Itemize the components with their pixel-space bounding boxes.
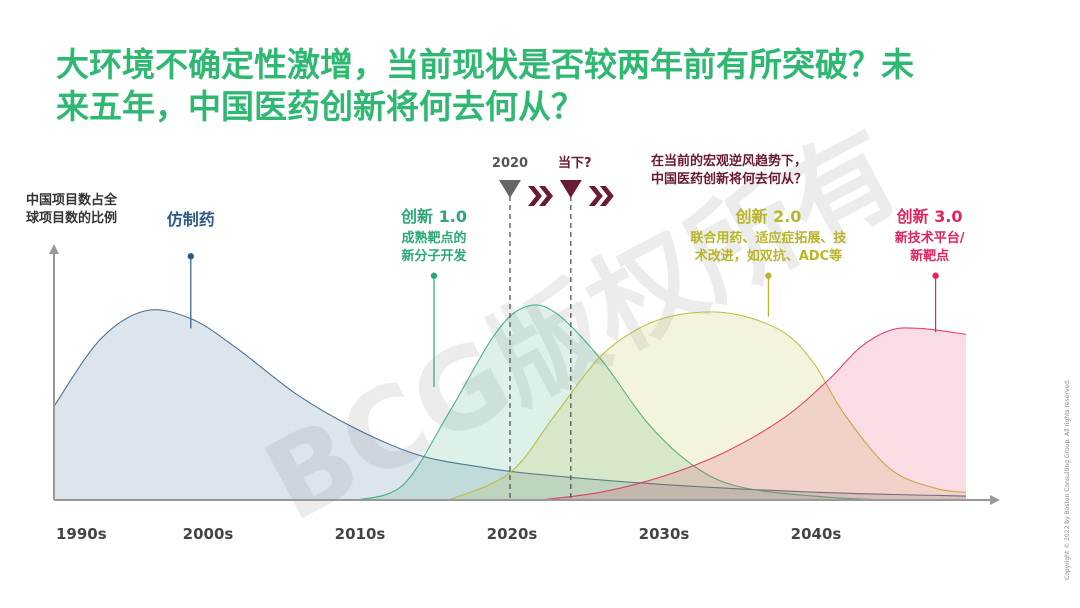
series-line-2 [448, 311, 967, 501]
series-line-1 [357, 304, 967, 501]
pin-dot-3 [932, 272, 939, 279]
series-label-0: 仿制药 [167, 210, 215, 229]
y-axis-label-line-1: 中国项目数占全 [26, 193, 118, 208]
chevron-part-b-0 [539, 186, 553, 206]
marker-triangle-0 [499, 180, 521, 198]
chevron-part-b-1 [599, 186, 614, 206]
pin-dot-1 [430, 272, 438, 279]
pin-dot-0 [187, 253, 194, 260]
series-desc-2-1: 术改进，如双抗、ADC等 [694, 248, 842, 264]
series-area-0 [54, 309, 966, 500]
series-desc-3-0: 新技术平台/ [895, 230, 965, 246]
chevron-icon-1 [588, 186, 614, 206]
annotations: 2020 当下? 在当前的宏观逆风趋势下， 中国医药创新将何去何从？ 仿制药 创新 1.0… [167, 153, 965, 500]
series-area-3 [540, 327, 966, 500]
pin-dot-2 [765, 272, 772, 279]
series-line-0 [53, 309, 967, 497]
axes: 1990s 2000s 2010s 2020s 2030s 2040s [49, 244, 1000, 543]
note-line-1: 中国医药创新将何去何从？ [651, 171, 807, 187]
series-label-1: 创新 1.0 [400, 207, 467, 226]
x-tick-label-5: 2040s [791, 525, 842, 543]
series-line-3 [540, 327, 967, 501]
x-tick-label-0: 1990s [56, 525, 107, 543]
series-desc-3-1: 新靶点 [910, 248, 949, 264]
marker-label-0: 2020 [492, 156, 528, 171]
copyright-text: Copyright © 2022 by Boston Consulting Gr… [1064, 379, 1071, 580]
y-axis-label-line-2: 球项目数的比例 [26, 211, 118, 226]
x-tick-label-3: 2020s [487, 525, 538, 543]
series-area-2 [449, 311, 966, 500]
y-axis-arrow [49, 244, 59, 254]
x-tick-label-4: 2030s [639, 525, 690, 543]
series-desc-1-0: 成熟靶点的 [401, 230, 466, 246]
chevron-part-a-0 [528, 186, 542, 206]
x-tick-label-1: 2000s [183, 525, 234, 543]
x-tick-label-2: 2010s [335, 525, 386, 543]
page-title-line-2: 来五年，中国医药创新将何去何从？ [56, 87, 584, 126]
y-axis-label: 中国项目数占全 球项目数的比例 [26, 192, 156, 228]
series-desc-2-0: 联合用药、适应症拓展、技 [690, 230, 847, 246]
chevron-icon-0 [528, 186, 553, 206]
series-label-3: 创新 3.0 [896, 207, 963, 226]
x-axis-arrow [990, 495, 1000, 505]
marker-triangle-1 [559, 180, 582, 198]
note-line-0: 在当前的宏观逆风趋势下， [651, 153, 807, 169]
series-label-2: 创新 2.0 [734, 207, 801, 226]
marker-label-1: 当下? [558, 155, 592, 171]
page-title: 大环境不确定性激增，当前现状是否较两年前有所突破？未 来五年，中国医药创新将何去… [56, 44, 1036, 128]
chevron-part-a-1 [588, 186, 603, 206]
series-desc-1-1: 新分子开发 [401, 248, 467, 264]
page-title-line-1: 大环境不确定性激增，当前现状是否较两年前有所突破？未 [56, 45, 914, 84]
